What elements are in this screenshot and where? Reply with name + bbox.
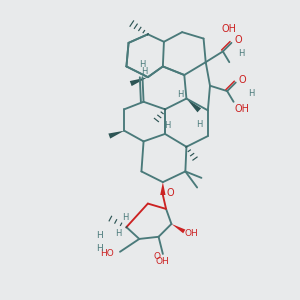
Text: H: H [196,120,203,129]
Polygon shape [171,224,185,233]
Polygon shape [108,131,124,139]
Text: H: H [122,213,128,222]
Text: OH: OH [222,24,237,34]
Text: H: H [238,49,244,58]
Polygon shape [130,77,148,86]
Text: H: H [249,89,255,98]
Polygon shape [186,99,201,112]
Polygon shape [160,182,166,195]
Text: O: O [154,252,161,261]
Text: H: H [164,121,170,130]
Text: H: H [177,90,183,99]
Text: O: O [238,75,246,85]
Text: H: H [139,60,146,69]
Text: HO: HO [100,249,114,258]
Text: O: O [234,34,242,45]
Text: O: O [167,188,174,198]
Text: OH: OH [156,257,170,266]
Text: OH: OH [235,104,250,114]
Text: H: H [142,67,148,76]
Text: H: H [96,244,103,253]
Text: OH: OH [185,229,199,238]
Text: H: H [115,229,121,238]
Text: H: H [96,231,103,240]
